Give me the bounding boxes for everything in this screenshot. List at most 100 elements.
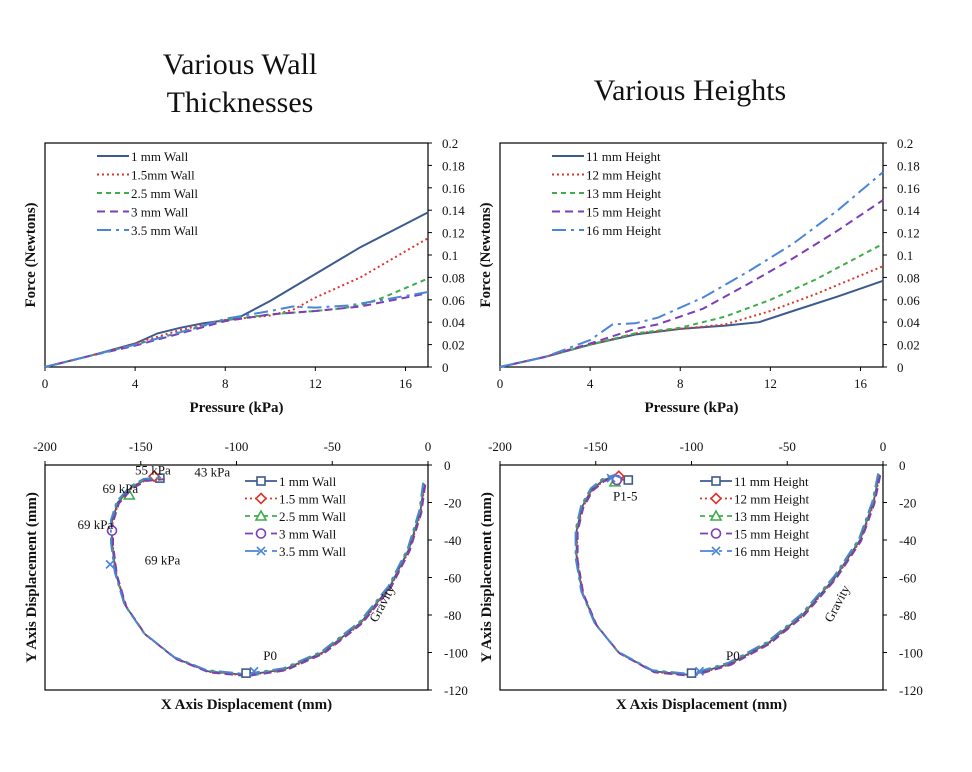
- wall-force-series-line: [44, 292, 429, 368]
- height-force-y-tick-label: 0.14: [897, 203, 920, 218]
- wall-displacement-legend-label: 1 mm Wall: [279, 474, 337, 489]
- height-force-x-tick-label: 0: [497, 376, 504, 391]
- height-force-x-tick-label: 12: [764, 376, 777, 391]
- height-displacement-endpoint-marker-shape: [623, 475, 634, 485]
- height-displacement-annotation: P1-5: [613, 489, 638, 504]
- wall-displacement-legend-marker-shape: [255, 528, 267, 539]
- height-force-legend-label: 13 mm Height: [586, 186, 661, 201]
- height-displacement-endpoint-marker: [623, 475, 634, 485]
- height-displacement-legend-marker: [709, 492, 723, 505]
- wall-force-series-line: [44, 211, 429, 368]
- wall-displacement-x-axis-title: X Axis Displacement (mm): [161, 697, 332, 713]
- wall-force-y-tick-label: 0.04: [442, 315, 465, 330]
- height-displacement-x-tick-label: -100: [680, 439, 704, 454]
- wall-displacement-annotation: 69 kPa: [145, 552, 181, 567]
- height-displacement-p0-marker: [686, 668, 697, 678]
- wall-displacement-endpoint-marker-stroke-b: [105, 559, 115, 569]
- height-displacement-legend-label: 12 mm Height: [734, 492, 809, 507]
- height-displacement-legend-marker: [709, 509, 723, 521]
- height-force-y-tick-label: 0: [897, 360, 904, 375]
- wall-displacement-endpoint-marker: [105, 559, 115, 569]
- height-force-y-tick-label: 0.18: [897, 158, 920, 173]
- wall-displacement-y-tick-label: -40: [444, 533, 461, 548]
- wall-displacement-legend-label: 1.5 mm Wall: [279, 492, 346, 507]
- height-force-y-tick-label: 0.1: [897, 248, 913, 263]
- wall-displacement-legend-label: 3 mm Wall: [279, 527, 337, 542]
- wall-displacement-annotation: 69 kPa: [78, 517, 114, 532]
- height-displacement-y-tick-label: -100: [899, 646, 923, 661]
- wall-displacement-x-tick-label: 0: [425, 439, 432, 454]
- height-displacement-legend-label: 13 mm Height: [734, 509, 809, 524]
- height-displacement-legend-marker: [711, 546, 721, 556]
- height-displacement-legend-marker-stroke-b: [711, 546, 721, 556]
- wall-force-y-tick-label: 0.06: [442, 293, 465, 308]
- wall-displacement-x-tick-label: -100: [225, 439, 249, 454]
- wall-displacement-legend-marker: [256, 476, 266, 486]
- height-displacement-x-axis-title: X Axis Displacement (mm): [616, 697, 787, 713]
- height-displacement-x-tick-label: -50: [779, 439, 796, 454]
- height-displacement-legend-marker-shape: [709, 509, 723, 521]
- height-displacement-y-tick-label: -80: [899, 608, 916, 623]
- height-displacement-legend-label: 16 mm Height: [734, 544, 809, 559]
- wall-force-x-tick-label: 8: [222, 376, 229, 391]
- left-chart-title: Various Wall Thicknesses: [162, 48, 318, 119]
- wall-displacement-y-tick-label: -120: [444, 683, 468, 698]
- height-force-x-tick-label: 4: [587, 376, 594, 391]
- wall-force-y-tick-label: 0: [442, 360, 449, 375]
- wall-displacement-legend-marker-shape: [254, 492, 268, 505]
- wall-displacement-y-tick-label: -100: [444, 646, 468, 661]
- wall-force-y-tick-label: 0.2: [442, 136, 458, 151]
- wall-displacement-series-path: [110, 476, 424, 675]
- height-force-x-tick-label: 8: [677, 376, 684, 391]
- height-displacement-plot-frame: [499, 464, 884, 691]
- height-displacement-x-tick-label: -200: [488, 439, 512, 454]
- wall-force-y-tick-label: 0.18: [442, 158, 465, 173]
- height-displacement-legend-marker-shape: [709, 492, 723, 505]
- height-force-legend-label: 16 mm Height: [586, 223, 661, 238]
- wall-displacement-legend-marker: [255, 528, 267, 539]
- wall-displacement-annotation: P0: [263, 648, 277, 663]
- height-force-series-line: [499, 242, 884, 368]
- height-displacement-p0-marker-shape: [686, 668, 697, 678]
- wall-displacement-endpoint-marker: [106, 525, 118, 536]
- wall-displacement-plot-frame: [44, 464, 429, 691]
- wall-displacement-x-tick-label: -200: [33, 439, 57, 454]
- height-displacement-legend-marker-shape: [710, 528, 722, 539]
- wall-displacement-p0-x-marker: [249, 666, 259, 676]
- height-displacement-series-path: [576, 475, 882, 678]
- wall-force-y-tick-label: 0.16: [442, 181, 465, 196]
- height-force-x-axis-title: Pressure (kPa): [644, 400, 738, 416]
- wall-displacement-y-tick-label: 0: [444, 458, 451, 473]
- height-force-plot-frame: [499, 142, 884, 368]
- height-displacement-y-tick-label: -20: [899, 496, 916, 511]
- height-displacement-annotation: P0: [726, 648, 740, 663]
- height-displacement-y-axis-title: Y Axis Displacement (mm): [479, 492, 495, 663]
- height-displacement-legend-label: 11 mm Height: [734, 474, 809, 489]
- height-displacement-p0-x-marker: [694, 666, 705, 676]
- height-force-y-tick-label: 0.16: [897, 181, 920, 196]
- wall-displacement-annotation: 55 kPa: [135, 462, 171, 477]
- wall-displacement-annotation: 69 kPa: [102, 481, 138, 496]
- height-displacement-y-tick-label: -40: [899, 533, 916, 548]
- wall-displacement-legend-marker: [254, 509, 268, 521]
- wall-force-x-tick-label: 0: [42, 376, 49, 391]
- wall-force-series-line: [44, 237, 429, 368]
- height-displacement-series-path: [575, 474, 881, 676]
- height-force-series-line: [499, 265, 884, 368]
- wall-force-y-tick-label: 0.12: [442, 226, 465, 241]
- right-chart-title: Various Heights: [593, 74, 787, 107]
- height-displacement-legend-marker-shape: [711, 476, 721, 486]
- height-force-series-line: [499, 171, 884, 368]
- wall-displacement-annotation: 43 kPa: [194, 464, 230, 479]
- wall-displacement-legend-label: 3.5 mm Wall: [279, 544, 346, 559]
- height-force-series-line: [499, 199, 884, 368]
- wall-displacement-x-tick-label: -150: [129, 439, 153, 454]
- wall-displacement-legend-marker-shape: [254, 509, 268, 521]
- wall-force-y-tick-label: 0.08: [442, 270, 465, 285]
- wall-force-x-tick-label: 16: [399, 376, 413, 391]
- wall-force-legend-label: 3.5 mm Wall: [131, 223, 198, 238]
- wall-displacement-legend-marker: [254, 492, 268, 505]
- height-displacement-endpoint-marker-stroke-b: [606, 473, 616, 483]
- height-force-legend-label: 15 mm Height: [586, 205, 661, 220]
- height-displacement-p0-x-marker-stroke-b: [694, 666, 705, 676]
